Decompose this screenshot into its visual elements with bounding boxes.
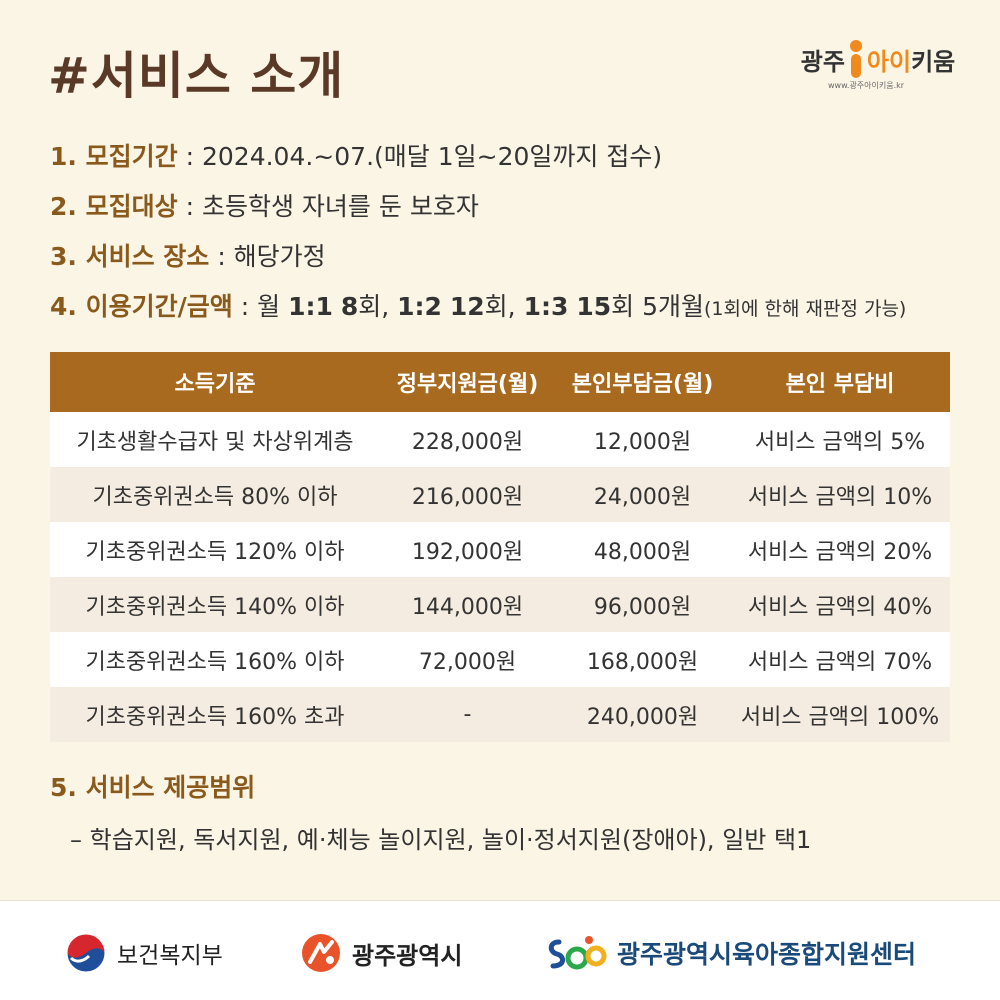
income-table: 소득기준 정부지원금(월) 본인부담금(월) 본인 부담비 기초생활수급자 및 … (50, 352, 950, 742)
info-service-place: 3. 서비스 장소 : 해당가정 (50, 242, 326, 271)
logo-childcare-center: 광주광역시육아종합지원센터 (545, 931, 916, 975)
table-row: 기초생활수급자 및 차상위계층 228,000원 12,000원 서비스 금액의… (50, 412, 950, 467)
section5-desc: – 학습지원, 독서지원, 예·체능 놀이지원, 놀이·정서지원(장애아), 일… (70, 826, 812, 854)
info-list: 1. 모집기간 : 2024.04.~07.(매달 1일~20일까지 접수) 2… (50, 130, 970, 330)
logo-moh: 보건복지부 (65, 931, 223, 975)
brand-part3: 키움 (911, 47, 956, 76)
gwangju-emblem-icon (302, 934, 340, 972)
brand-logo: 광주 아이 키움 www.광주아이키움.kr (788, 40, 968, 91)
brand-i-icon (848, 40, 864, 78)
footer: 보건복지부 광주광역시 광주광역시육아종합지원센터 (0, 900, 1000, 1000)
center-emblem-icon (548, 936, 607, 970)
table-row: 기초중위권소득 80% 이하 216,000원 24,000원 서비스 금액의 … (50, 467, 950, 522)
brand-part1: 광주 (800, 47, 845, 76)
header-gov-support: 정부지원금(월) (396, 372, 539, 397)
section5-title: 5. 서비스 제공범위 (50, 773, 256, 802)
brand-url: www.광주아이키움.kr (828, 81, 905, 90)
header-self-pay: 본인부담금(월) (571, 372, 714, 397)
table-row: 기초중위권소득 160% 초과 - 240,000원 서비스 금액의 100% (50, 687, 950, 742)
brand-part2: 아이 (866, 47, 912, 76)
info-recruit-target: 2. 모집대상 : 초등학생 자녀를 둔 보호자 (50, 192, 479, 221)
info-recruit-period: 1. 모집기간 : 2024.04.~07.(매달 1일~20일까지 접수) (50, 142, 663, 171)
table-header: 소득기준 정부지원금(월) 본인부담금(월) 본인 부담비 (50, 352, 950, 412)
moh-emblem-icon (66, 933, 106, 973)
table-row: 기초중위권소득 140% 이하 144,000원 96,000원 서비스 금액의… (50, 577, 950, 632)
header-self-ratio: 본인 부담비 (785, 372, 895, 397)
page-title: #서비스 소개 (48, 46, 345, 105)
header-income: 소득기준 (174, 372, 256, 397)
info-usage: 4. 이용기간/금액 : 월 1:1 8회, 1:2 12회, 1:3 15회 … (50, 292, 907, 321)
table-row: 기초중위권소득 120% 이하 192,000원 48,000원 서비스 금액의… (50, 522, 950, 577)
table-row: 기초중위권소득 160% 이하 72,000원 168,000원 서비스 금액의… (50, 632, 950, 687)
logo-gwangju: 광주광역시 (300, 931, 462, 975)
